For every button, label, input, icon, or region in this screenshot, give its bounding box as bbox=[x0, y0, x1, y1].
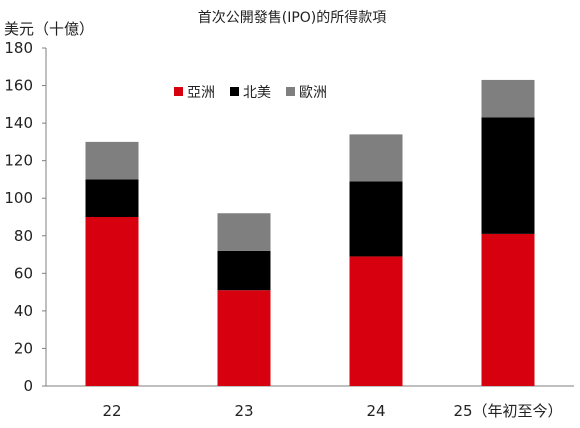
bar-segment bbox=[217, 290, 271, 386]
bar-segment bbox=[481, 117, 535, 234]
bar-segment bbox=[85, 217, 139, 386]
y-tick-label: 180 bbox=[4, 39, 33, 57]
x-axis-labels: 22 23 24 25（年初至今） bbox=[102, 402, 562, 420]
y-tick-label: 40 bbox=[14, 302, 33, 320]
legend-swatch bbox=[230, 87, 239, 96]
legend-swatch bbox=[286, 87, 295, 96]
y-axis-label: 美元（十億） bbox=[4, 20, 94, 38]
y-tick-label: 160 bbox=[4, 77, 33, 95]
bar-segment bbox=[481, 233, 535, 386]
legend: 亞洲 北美 歐洲 bbox=[174, 85, 327, 101]
legend-swatch bbox=[174, 87, 183, 96]
legend-label: 歐洲 bbox=[299, 85, 327, 101]
x-tick-label: 25（年初至今） bbox=[453, 402, 562, 420]
bar-segment bbox=[349, 134, 403, 182]
bar-segment bbox=[217, 213, 271, 251]
y-tick-label: 0 bbox=[23, 377, 33, 395]
chart-title: 首次公開發售(IPO)的所得款項 bbox=[198, 9, 387, 26]
y-axis-ticks: 0 20 40 60 80 100 120 140 160 180 bbox=[4, 39, 46, 395]
y-tick-label: 100 bbox=[4, 189, 33, 207]
y-tick-label: 20 bbox=[14, 339, 33, 357]
bars-group bbox=[85, 79, 535, 386]
bar-segment bbox=[85, 179, 139, 217]
bar-segment bbox=[217, 250, 271, 291]
x-tick-label: 23 bbox=[234, 402, 253, 420]
x-tick-label: 24 bbox=[366, 402, 385, 420]
bar-segment bbox=[481, 79, 535, 118]
y-tick-label: 80 bbox=[14, 227, 33, 245]
x-tick-label: 22 bbox=[102, 402, 121, 420]
legend-label: 北美 bbox=[243, 85, 271, 101]
bar-segment bbox=[85, 141, 139, 180]
y-tick-label: 140 bbox=[4, 114, 33, 132]
bar-segment bbox=[349, 256, 403, 386]
bar-segment bbox=[349, 181, 403, 257]
legend-label: 亞洲 bbox=[187, 85, 215, 101]
y-tick-label: 120 bbox=[4, 152, 33, 170]
y-tick-label: 60 bbox=[14, 264, 33, 282]
